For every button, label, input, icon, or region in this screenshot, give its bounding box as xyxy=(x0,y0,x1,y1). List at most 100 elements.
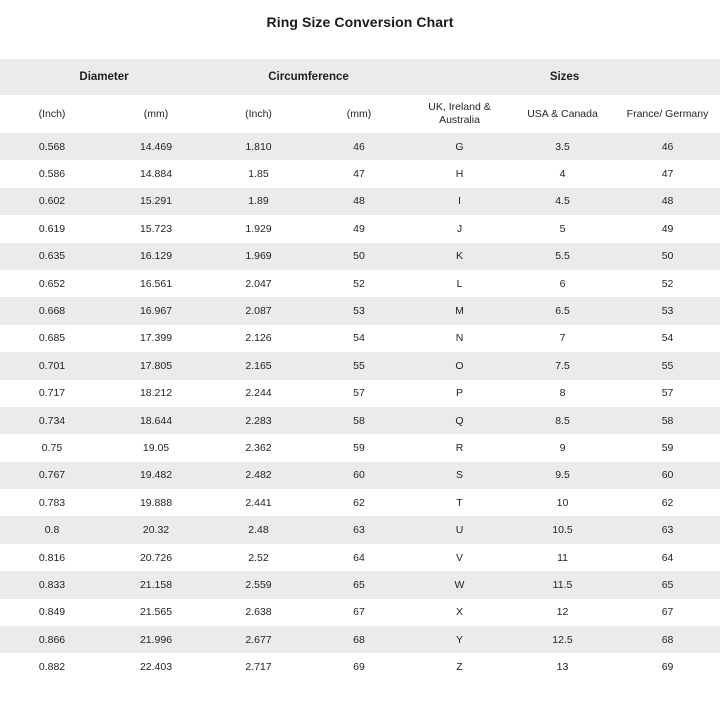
cell-circumference-mm: 62 xyxy=(309,489,410,517)
cell-circumference-inch: 2.283 xyxy=(208,406,309,435)
cell-size-uk: H xyxy=(409,160,511,188)
cell-diameter-inch: 0.816 xyxy=(0,543,104,572)
cell-diameter-mm: 22.403 xyxy=(104,653,208,681)
cell-size-usa: 11 xyxy=(510,543,616,572)
table-row: 0.767 19.482 2.482 60 S 9.5 60 xyxy=(0,461,720,490)
table-row: 0.833 21.158 2.559 65 W 11.5 65 xyxy=(0,571,720,599)
cell-diameter-inch: 0.568 xyxy=(0,133,104,161)
cell-diameter-inch: 0.685 xyxy=(0,324,104,353)
cell-size-usa: 9 xyxy=(510,434,616,462)
cell-diameter-inch: 0.833 xyxy=(0,571,104,599)
cell-size-france-germany: 54 xyxy=(615,324,720,353)
cell-size-france-germany: 46 xyxy=(615,133,720,161)
cell-size-usa: 10.5 xyxy=(510,516,616,544)
cell-diameter-inch: 0.783 xyxy=(0,489,104,517)
cell-size-usa: 7 xyxy=(510,324,616,353)
cell-size-france-germany: 53 xyxy=(615,297,720,325)
cell-size-france-germany: 50 xyxy=(615,242,720,270)
cell-diameter-mm: 21.565 xyxy=(104,598,208,627)
cell-size-france-germany: 67 xyxy=(615,598,720,627)
table-row: 0.635 16.129 1.969 50 K 5.5 50 xyxy=(0,242,720,270)
table-row: 0.783 19.888 2.441 62 T 10 62 xyxy=(0,489,720,517)
cell-circumference-mm: 53 xyxy=(309,297,410,325)
group-header-row: Diameter Circumference Sizes xyxy=(0,59,720,95)
table-header: Diameter Circumference Sizes (Inch) (mm)… xyxy=(0,59,720,133)
cell-circumference-inch: 2.717 xyxy=(208,653,309,681)
cell-circumference-mm: 68 xyxy=(309,626,410,654)
table-body: 0.568 14.469 1.810 46 G 3.5 46 0.586 14.884 1.85 4… xyxy=(0,133,720,681)
cell-size-usa: 8 xyxy=(510,379,616,407)
cell-circumference-inch: 1.929 xyxy=(208,215,309,243)
table-row: 0.701 17.805 2.165 55 O 7.5 55 xyxy=(0,352,720,380)
cell-size-france-germany: 62 xyxy=(615,489,720,517)
cell-circumference-inch: 2.047 xyxy=(208,269,309,298)
cell-size-uk: G xyxy=(409,133,511,161)
cell-circumference-mm: 63 xyxy=(309,516,410,544)
sub-header-france-germany: France/ Germany xyxy=(615,95,720,133)
cell-size-usa: 11.5 xyxy=(510,571,616,599)
cell-circumference-inch: 2.559 xyxy=(208,571,309,599)
cell-size-uk: N xyxy=(409,324,511,353)
cell-size-usa: 4.5 xyxy=(510,187,616,216)
cell-diameter-mm: 21.158 xyxy=(104,571,208,599)
cell-circumference-inch: 2.244 xyxy=(208,379,309,407)
cell-diameter-inch: 0.668 xyxy=(0,297,104,325)
cell-diameter-inch: 0.635 xyxy=(0,242,104,270)
cell-size-france-germany: 64 xyxy=(615,543,720,572)
cell-size-usa: 6 xyxy=(510,269,616,298)
table-row: 0.586 14.884 1.85 47 H 4 47 xyxy=(0,160,720,188)
sub-header-usa-canada: USA & Canada xyxy=(510,95,616,133)
cell-circumference-mm: 64 xyxy=(309,543,410,572)
cell-circumference-mm: 69 xyxy=(309,653,410,681)
cell-circumference-inch: 2.677 xyxy=(208,626,309,654)
table-row: 0.8 20.32 2.48 63 U 10.5 63 xyxy=(0,516,720,544)
cell-circumference-mm: 50 xyxy=(309,242,410,270)
cell-size-france-germany: 52 xyxy=(615,269,720,298)
cell-circumference-inch: 2.638 xyxy=(208,598,309,627)
cell-size-france-germany: 65 xyxy=(615,571,720,599)
sub-header-circumference-inch: (Inch) xyxy=(208,95,309,133)
cell-circumference-inch: 2.087 xyxy=(208,297,309,325)
table-row: 0.602 15.291 1.89 48 I 4.5 48 xyxy=(0,187,720,216)
cell-size-uk: K xyxy=(409,242,511,270)
cell-diameter-mm: 17.399 xyxy=(104,324,208,353)
table-row: 0.816 20.726 2.52 64 V 11 64 xyxy=(0,543,720,572)
group-header-sizes: Sizes xyxy=(409,59,720,95)
table-row: 0.652 16.561 2.047 52 L 6 52 xyxy=(0,269,720,298)
cell-size-usa: 3.5 xyxy=(510,133,616,161)
sub-header-circumference-mm: (mm) xyxy=(309,95,410,133)
cell-circumference-inch: 1.810 xyxy=(208,133,309,161)
cell-size-france-germany: 57 xyxy=(615,379,720,407)
cell-diameter-inch: 0.701 xyxy=(0,352,104,380)
cell-diameter-mm: 19.888 xyxy=(104,489,208,517)
group-header-diameter: Diameter xyxy=(0,59,208,95)
cell-size-uk: L xyxy=(409,269,511,298)
cell-diameter-inch: 0.849 xyxy=(0,598,104,627)
cell-diameter-inch: 0.602 xyxy=(0,187,104,216)
cell-circumference-inch: 2.48 xyxy=(208,516,309,544)
table-row: 0.619 15.723 1.929 49 J 5 49 xyxy=(0,215,720,243)
cell-diameter-inch: 0.586 xyxy=(0,160,104,188)
cell-diameter-inch: 0.8 xyxy=(0,516,104,544)
cell-diameter-mm: 16.561 xyxy=(104,269,208,298)
cell-diameter-mm: 14.469 xyxy=(104,133,208,161)
cell-size-france-germany: 47 xyxy=(615,160,720,188)
cell-circumference-mm: 52 xyxy=(309,269,410,298)
cell-circumference-inch: 2.165 xyxy=(208,352,309,380)
cell-diameter-mm: 18.644 xyxy=(104,406,208,435)
cell-size-france-germany: 48 xyxy=(615,187,720,216)
cell-circumference-inch: 1.969 xyxy=(208,242,309,270)
cell-circumference-inch: 2.126 xyxy=(208,324,309,353)
cell-diameter-inch: 0.767 xyxy=(0,461,104,490)
cell-diameter-mm: 18.212 xyxy=(104,379,208,407)
sub-header-diameter-mm: (mm) xyxy=(104,95,208,133)
cell-diameter-mm: 16.967 xyxy=(104,297,208,325)
cell-circumference-mm: 47 xyxy=(309,160,410,188)
cell-size-uk: Y xyxy=(409,626,511,654)
cell-diameter-mm: 21.996 xyxy=(104,626,208,654)
sub-header-row: (Inch) (mm) (Inch) (mm) UK, Ireland & Au… xyxy=(0,95,720,133)
cell-size-usa: 8.5 xyxy=(510,406,616,435)
cell-circumference-mm: 54 xyxy=(309,324,410,353)
table-row: 0.75 19.05 2.362 59 R 9 59 xyxy=(0,434,720,462)
